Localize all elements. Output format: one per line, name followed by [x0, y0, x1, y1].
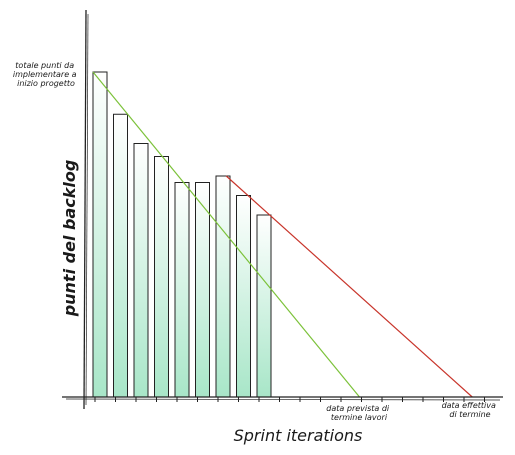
planned-end-note-line-2: termine lavori: [331, 413, 388, 422]
initial-points-note: totale punti da implementare a inizio pr…: [13, 61, 79, 88]
bar-1: [92, 71, 108, 398]
bar-8: [236, 195, 251, 398]
bar-9: [256, 214, 272, 398]
y-axis: [83, 9, 89, 410]
x-axis: [62, 396, 503, 401]
bar-3: [133, 143, 149, 398]
initial-points-note-line-1: totale punti da: [15, 61, 74, 70]
bar-7: [215, 175, 231, 398]
bar-2: [113, 113, 128, 398]
planned-end-note: data prevista di termine lavori: [326, 404, 391, 422]
actual-end-note-line-1: data effettiva: [442, 401, 496, 410]
initial-points-note-line-2: implementare a: [13, 70, 77, 79]
actual-trend-line: [225, 175, 473, 398]
x-axis-ticks: [94, 397, 485, 402]
planned-end-note-line-1: data prevista di: [326, 404, 390, 413]
x-axis-label: Sprint iterations: [234, 426, 363, 445]
bar-4: [154, 156, 169, 398]
initial-points-note-line-3: inizio progetto: [17, 79, 75, 88]
bar-series: [92, 71, 272, 398]
actual-end-note-line-2: di termine: [449, 410, 490, 419]
y-axis-label: punti del backlog: [60, 160, 79, 318]
actual-end-note: data effettiva di termine: [442, 401, 499, 419]
planned-trend-line: [92, 71, 360, 398]
bar-6: [195, 182, 210, 398]
bar-5: [174, 182, 190, 398]
